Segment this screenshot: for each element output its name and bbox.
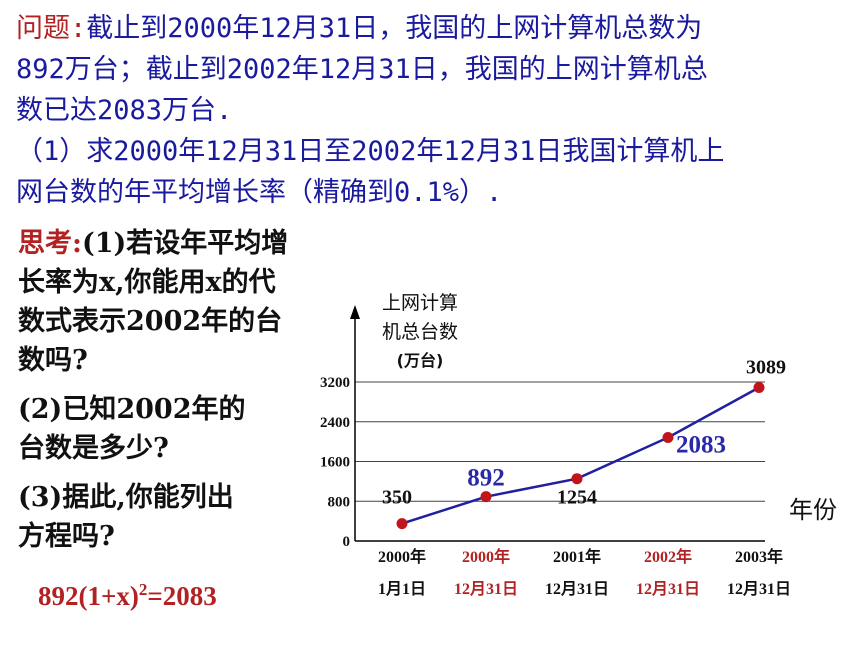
data-point [480, 491, 492, 503]
think-section: 思考:(1)若设年平均增 长率为x,你能用x的代 数式表示2002年的台 数吗?… [18, 224, 348, 556]
problem-line-2: 892万台；截止到2002年12月31日，我国的上网计算机总 [16, 54, 708, 85]
x-tick-date: 12月31日 [454, 580, 518, 598]
problem-line-3: 数已达2083万台. [16, 95, 233, 126]
think-q1-line-3: 数式表示2002年的台 [18, 306, 283, 337]
think-q2-line-1: (2)已知2002年的 [18, 394, 246, 425]
x-tick-year: 2001年 [553, 547, 601, 566]
problem-label: 问题: [16, 13, 87, 44]
problem-line-5: 网台数的年平均增长率（精确到0.1%）. [16, 177, 503, 208]
data-point [396, 518, 408, 530]
data-label: 1254 [557, 487, 597, 509]
think-q1-line-2: 长率为x,你能用x的代 [18, 267, 276, 298]
equation: 892(1+x)2=2083 [38, 580, 217, 611]
x-tick-year: 2000年 [462, 547, 510, 566]
x-tick-date: 12月31日 [727, 580, 791, 598]
y-axis-title-unit: (万台) [397, 351, 444, 370]
y-tick-label: 1600 [320, 455, 350, 471]
data-label: 350 [382, 487, 412, 509]
x-axis-title: 年份 [789, 496, 837, 524]
data-point [571, 473, 583, 485]
problem-line-1: 问题:截止到2000年12月31日，我国的上网计算机总数为 [16, 13, 703, 44]
y-tick-label: 3200 [320, 375, 350, 391]
think-q1-line-4: 数吗? [18, 345, 88, 376]
y-axis-title-line-2: 机总台数 [382, 321, 458, 343]
x-tick-year: 2003年 [735, 547, 783, 566]
think-q1-line-1: 思考:(1)若设年平均增 [18, 228, 289, 259]
x-tick-date: 12月31日 [545, 580, 609, 598]
think-label: 思考: [18, 228, 82, 259]
x-tick-date: 1月1日 [378, 580, 426, 598]
data-label: 892 [467, 465, 505, 492]
y-axis-arrow [350, 305, 360, 319]
y-tick-label: 2400 [320, 415, 350, 431]
think-q3-line-1: (3)据此,你能列出 [18, 482, 234, 513]
think-q3-line-2: 方程吗? [18, 521, 115, 552]
y-axis-title-line-1: 上网计算 [382, 292, 458, 314]
problem-statement: 问题:截止到2000年12月31日，我国的上网计算机总数为 892万台；截止到2… [16, 8, 852, 213]
x-tick-date: 12月31日 [636, 580, 700, 598]
data-label: 3089 [746, 357, 786, 379]
data-label: 2083 [676, 432, 726, 459]
y-tick-label: 0 [343, 534, 351, 550]
data-point [662, 432, 674, 444]
y-tick-label: 800 [328, 494, 351, 510]
problem-line-4: （1）求2000年12月31日至2002年12月31日我国计算机上 [16, 136, 725, 167]
think-q2-line-2: 台数是多少? [18, 433, 169, 464]
x-tick-year: 2000年 [378, 547, 426, 566]
data-point [753, 382, 765, 394]
x-tick-year: 2002年 [644, 547, 692, 566]
